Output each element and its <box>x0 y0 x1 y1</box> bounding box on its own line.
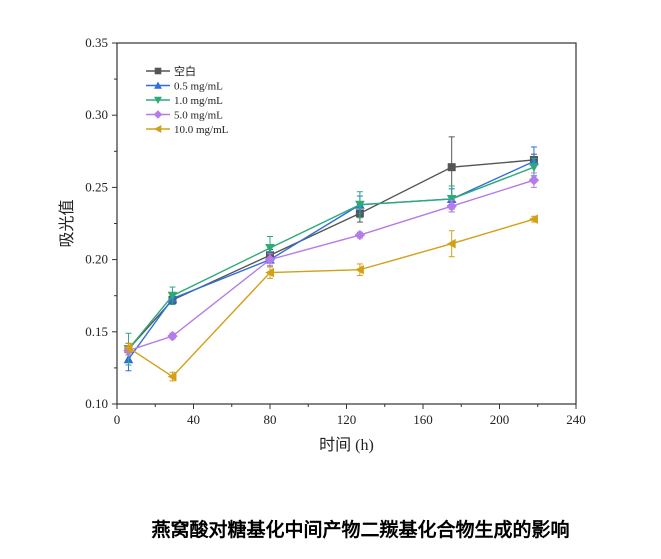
series-line <box>127 159 534 350</box>
marker-triangle-down <box>265 244 275 253</box>
legend-label: 5.0 mg/mL <box>174 110 223 122</box>
marker-triangle-down <box>355 200 365 210</box>
marker-triangle-left <box>265 267 274 278</box>
legend-label: 10.0 mg/mL <box>174 124 229 136</box>
legend-label: 1.0 mg/mL <box>174 95 223 107</box>
line-chart: 0 40 80 120 160 200 240 0.10 0.15 0.20 0.25 0.30 0.3… <box>58 35 586 454</box>
y-tick-label: 0.15 <box>85 324 108 339</box>
marker-square <box>447 163 456 172</box>
y-axis-label: 吸光值 <box>58 199 76 247</box>
marker-square <box>154 67 162 75</box>
marker-triangle-down <box>154 96 162 104</box>
marker-diamond <box>264 254 276 265</box>
x-tick-label: 40 <box>187 412 200 427</box>
marker-diamond <box>354 229 366 241</box>
y-tick-label: 0.10 <box>85 396 108 411</box>
marker-triangle-left <box>355 264 364 275</box>
y-tick-label: 0.30 <box>85 107 108 122</box>
marker-triangle-left <box>446 238 456 249</box>
y-tick-label: 0.25 <box>85 179 108 194</box>
y-tick-label: 0.35 <box>85 35 108 50</box>
x-tick-label: 240 <box>566 412 586 427</box>
x-tick-label: 80 <box>264 412 277 427</box>
marker-triangle-left <box>167 371 177 382</box>
series-line <box>128 218 535 378</box>
marker-diamond <box>167 330 178 342</box>
series-line <box>128 179 535 352</box>
marker-diamond <box>446 200 457 212</box>
legend-label: 0.5 mg/mL <box>174 81 223 93</box>
marker-triangle-down <box>167 291 178 301</box>
series-line <box>127 160 535 360</box>
legend-label: 空白 <box>174 64 196 78</box>
figure-caption: 燕窝酸对糖基化中间产物二羰基化合物生成的影响 <box>151 519 570 541</box>
marker-diamond <box>528 174 540 186</box>
marker-diamond <box>153 110 163 119</box>
series-line <box>127 166 535 350</box>
marker-triangle-down <box>446 194 457 204</box>
marker-triangle-left <box>123 342 133 353</box>
x-tick-label: 120 <box>337 412 357 427</box>
marker-triangle-left <box>529 214 538 224</box>
marker-triangle-down <box>529 163 539 172</box>
x-tick-label: 160 <box>413 412 433 427</box>
x-tick-label: 0 <box>114 412 121 427</box>
y-tick-label: 0.20 <box>85 252 108 267</box>
marker-triangle-left <box>154 125 162 133</box>
x-tick-label: 200 <box>490 412 510 427</box>
marker-triangle-up <box>154 81 162 89</box>
x-axis-label: 时间 (h) <box>319 436 374 454</box>
